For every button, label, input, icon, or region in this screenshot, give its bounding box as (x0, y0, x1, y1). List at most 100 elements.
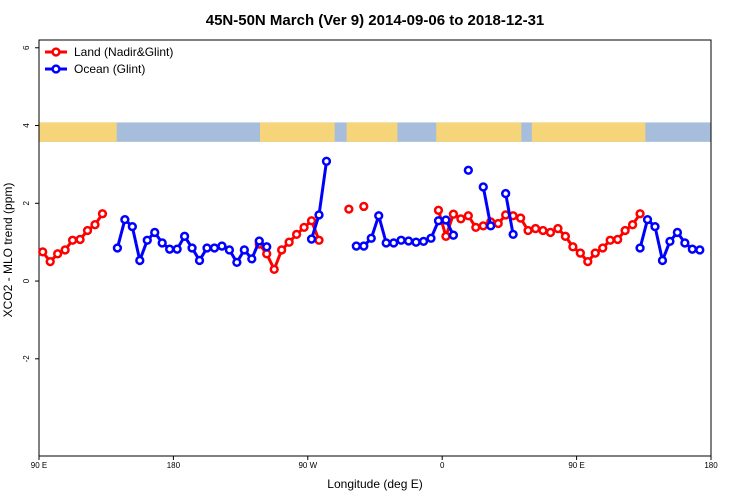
data-point (665, 236, 675, 247)
series-line (310, 161, 328, 240)
data-point (463, 211, 473, 221)
y-ticks: -2 0 2 4 6 (22, 45, 39, 362)
data-point (314, 210, 324, 220)
x-axis-label: Longitude (deg E) (327, 477, 422, 491)
data-point (530, 223, 541, 234)
data-point (217, 241, 227, 251)
data-point (269, 264, 279, 275)
data-point (187, 243, 197, 253)
data-point (247, 254, 257, 264)
data-point (538, 225, 548, 236)
data-point (605, 235, 615, 245)
data-point (680, 238, 690, 248)
x-tick-label: 90 E (568, 461, 584, 470)
data-point (478, 182, 488, 192)
map-strip-land (260, 122, 335, 142)
data-point (657, 255, 668, 266)
data-point (82, 225, 93, 236)
map-strip-land (39, 122, 117, 142)
map-strip-land (346, 122, 398, 142)
data-point (411, 237, 421, 247)
data-point (306, 216, 317, 226)
data-point (179, 231, 190, 241)
data-point (75, 234, 85, 245)
data-point (433, 205, 444, 215)
data-point (239, 245, 249, 255)
data-point (515, 213, 526, 223)
x-tick-label: 0 (440, 461, 445, 470)
data-point (127, 221, 137, 232)
data-point (165, 244, 175, 254)
data-point (112, 243, 123, 253)
series-line (504, 193, 515, 235)
data-point (441, 231, 451, 241)
data-point (157, 238, 167, 248)
y-tick-label: 0 (22, 278, 31, 283)
data-point (426, 233, 436, 243)
data-point (486, 221, 496, 231)
y-tick-label: 6 (22, 45, 31, 50)
data-point (254, 236, 264, 246)
data-point (142, 235, 152, 245)
data-point (202, 243, 212, 253)
map-strip (39, 122, 711, 142)
data-point (97, 209, 108, 219)
data-point (553, 223, 563, 234)
plot-frame (38, 39, 712, 457)
data-point (583, 256, 593, 267)
data-point (277, 245, 287, 255)
data-point (403, 236, 414, 246)
data-point (53, 249, 63, 259)
data-point (598, 243, 608, 253)
data-point (194, 255, 205, 266)
data-point (456, 214, 466, 224)
data-point (635, 209, 645, 219)
data-point (120, 214, 130, 225)
data-point (650, 221, 660, 232)
series-ocean (112, 156, 705, 268)
data-point (672, 227, 683, 238)
data-point (351, 241, 361, 251)
x-ticks: 90 E 180 90 W 0 90 E 180 (31, 456, 718, 470)
data-point (306, 234, 317, 244)
data-point (209, 243, 220, 253)
data-point (389, 238, 399, 248)
data-point (232, 257, 242, 268)
map-strip-land (436, 122, 522, 142)
data-point (635, 243, 645, 253)
data-point (523, 225, 533, 236)
x-tick-label: 180 (167, 461, 181, 470)
data-point (627, 220, 638, 230)
data-point (314, 235, 324, 245)
data-point (448, 209, 459, 219)
series-land (38, 201, 645, 275)
data-point (359, 201, 369, 212)
legend-marker (51, 47, 61, 57)
data-point (575, 248, 585, 258)
legend-label: Land (Nadir&Glint) (74, 45, 173, 59)
data-point (374, 211, 384, 221)
data-point (262, 242, 272, 252)
data-point (60, 245, 70, 255)
data-point (38, 247, 48, 257)
data-point (284, 237, 294, 247)
data-point (433, 216, 444, 226)
data-point (620, 225, 630, 236)
axes (38, 39, 712, 457)
data-point (613, 234, 623, 245)
x-tick-label: 90 E (31, 461, 47, 470)
data-point (501, 188, 511, 199)
data-point (560, 231, 571, 241)
y-tick-label: 4 (22, 123, 31, 128)
data-point (478, 221, 488, 231)
legend: Land (Nadir&Glint) Ocean (Glint) (45, 45, 173, 76)
x-tick-label: 90 W (298, 461, 317, 470)
data-point (45, 256, 55, 267)
data-point (508, 229, 518, 240)
data-point (150, 227, 160, 238)
data-point (359, 241, 369, 251)
data-point (67, 235, 78, 245)
legend-label: Ocean (Glint) (74, 62, 145, 76)
data-point (321, 156, 332, 166)
